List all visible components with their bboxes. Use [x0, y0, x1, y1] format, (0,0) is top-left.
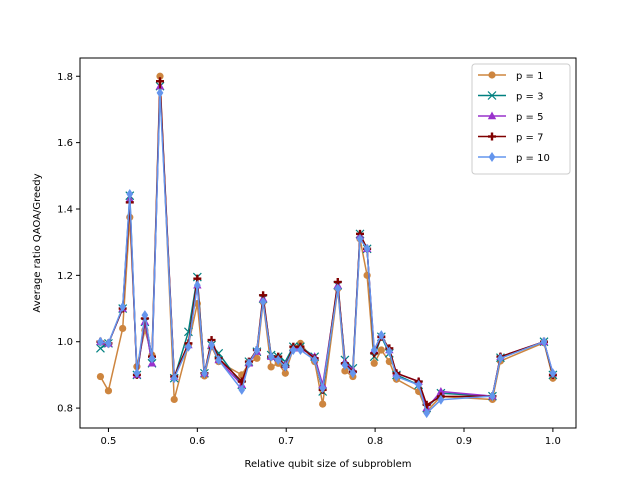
data-point — [393, 371, 400, 382]
x-axis-label: Relative qubit size of subproblem — [244, 459, 411, 470]
data-point — [119, 301, 127, 312]
data-point — [377, 346, 385, 354]
data-point — [104, 387, 113, 395]
legend-label: p = 7 — [516, 132, 543, 143]
plot-frame — [79, 57, 577, 429]
data-point — [215, 354, 223, 365]
data-point — [267, 351, 275, 362]
data-point — [370, 359, 378, 367]
legend-item: p = 3 — [478, 91, 543, 102]
data-point — [96, 372, 105, 381]
x-tick-label: 0.9 — [456, 436, 472, 447]
data-point — [185, 341, 192, 352]
x-tick-label: 0.5 — [100, 436, 116, 447]
data-point — [489, 391, 496, 402]
legend-item: p = 10 — [478, 152, 550, 164]
y-tick-label: 1.0 — [57, 337, 73, 348]
series-5 — [97, 87, 557, 419]
data-point — [126, 189, 134, 200]
data-point — [423, 408, 431, 419]
data-point — [540, 336, 548, 347]
data-point — [319, 400, 327, 408]
data-point — [297, 345, 304, 356]
data-point — [334, 283, 342, 294]
y-tick-label: 0.8 — [57, 404, 73, 415]
legend-marker — [488, 152, 496, 162]
data-point — [193, 280, 201, 291]
data-point — [97, 336, 104, 347]
data-point — [281, 361, 289, 372]
legend-marker — [488, 71, 496, 79]
data-point — [170, 395, 178, 404]
data-point — [349, 368, 357, 379]
data-point — [238, 384, 246, 395]
legend-label: p = 3 — [516, 91, 543, 102]
data-point — [341, 367, 349, 375]
data-point — [253, 354, 261, 362]
x-tick-label: 0.7 — [278, 436, 294, 447]
data-point — [156, 87, 164, 98]
legend-label: p = 10 — [516, 153, 550, 164]
data-point — [377, 330, 385, 341]
legend-marker — [487, 91, 497, 100]
data-point — [105, 338, 112, 349]
y-axis-label: Average ratio QAOA/Greedy — [32, 173, 43, 312]
data-point — [267, 363, 275, 371]
data-point — [370, 345, 378, 356]
data-point — [133, 368, 141, 379]
x-tick-label: 0.8 — [367, 436, 383, 447]
data-point — [156, 72, 164, 80]
legend-marker — [488, 132, 496, 141]
legend: p = 1 p = 3 p = 5 p = 7 p = 10 — [471, 63, 571, 175]
data-point — [141, 310, 149, 321]
legend-label: p = 5 — [516, 112, 543, 123]
data-point — [341, 359, 349, 370]
data-point — [319, 383, 327, 394]
data-point — [170, 373, 178, 384]
data-point — [119, 324, 127, 333]
data-point — [385, 346, 393, 357]
data-point — [436, 386, 446, 395]
x-tick-label: 1.0 — [545, 436, 561, 447]
series-layer — [96, 72, 558, 419]
data-point — [96, 343, 105, 353]
y-tick-label: 1.6 — [57, 138, 73, 149]
data-point — [156, 77, 164, 86]
data-point — [208, 340, 215, 351]
data-point — [148, 353, 156, 364]
legend-marker — [487, 111, 497, 120]
data-point — [363, 243, 371, 254]
data-point — [311, 354, 319, 365]
legend-item: p = 1 — [478, 71, 543, 82]
data-point — [281, 369, 289, 377]
data-point — [415, 379, 423, 390]
data-point — [253, 345, 261, 356]
legend-item: p = 7 — [478, 132, 543, 143]
legend-label: p = 1 — [516, 71, 543, 82]
y-axis-ticks: 0.8 1.0 1.2 1.4 1.6 1.8 — [57, 72, 80, 415]
data-point — [437, 394, 445, 405]
y-tick-label: 1.8 — [57, 72, 73, 83]
data-point — [356, 233, 364, 244]
data-point — [245, 358, 253, 369]
data-point — [259, 296, 267, 307]
data-point — [274, 354, 282, 365]
legend-item: p = 5 — [478, 111, 543, 123]
x-tick-label: 0.6 — [189, 436, 205, 447]
x-axis-ticks: 0.5 0.6 0.7 0.8 0.9 1.0 — [100, 428, 561, 447]
data-point — [549, 368, 557, 379]
data-point — [497, 353, 504, 364]
legend-box — [471, 63, 571, 175]
data-point — [289, 345, 297, 356]
y-tick-label: 1.4 — [57, 204, 73, 215]
y-tick-label: 1.2 — [57, 271, 73, 282]
data-point — [201, 368, 208, 379]
